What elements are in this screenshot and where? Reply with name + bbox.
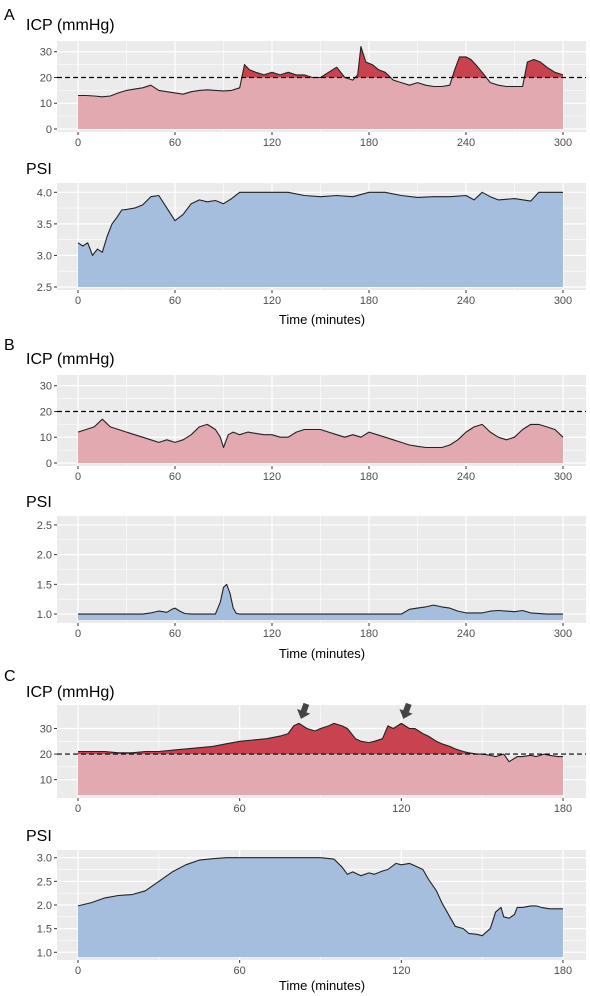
y-tick-label: 1.0: [37, 947, 52, 959]
y-tick-label: 2.0: [37, 550, 52, 562]
y-tick-label: 10: [40, 432, 52, 444]
y-tick-label: 1.0: [37, 609, 52, 621]
chart-title: ICP (mmHg): [26, 684, 115, 701]
x-tick-label: 60: [234, 965, 246, 977]
x-tick-label: 180: [360, 471, 378, 483]
x-tick-label: 0: [75, 295, 81, 307]
x-tick-label: 180: [554, 965, 572, 977]
chart-title: ICP (mmHg): [26, 351, 115, 368]
icp-above-threshold-area: [241, 46, 563, 78]
annotation-arrow-icon: [297, 702, 311, 719]
icp-above-threshold-area: [78, 723, 477, 755]
x-tick-label: 120: [263, 471, 281, 483]
x-tick-label: 120: [263, 628, 281, 640]
x-tick-label: 240: [457, 628, 475, 640]
icp-area: [78, 46, 563, 129]
chart-title: ICP (mmHg): [26, 17, 115, 34]
x-tick-label: 60: [169, 137, 181, 149]
panel-b-psi-chart: PSI 1.0 1.5 2.0 2.5 0 60 120 180 240 300: [26, 494, 586, 640]
y-tick-label: 2.5: [37, 876, 52, 888]
psi-area: [78, 192, 563, 287]
x-tick-label: 0: [75, 628, 81, 640]
chart-title: PSI: [26, 161, 52, 178]
y-tick-label: 2.5: [37, 520, 52, 532]
y-tick-label: 10: [40, 775, 52, 787]
y-tick-label: 30: [40, 47, 52, 59]
y-tick-label: 20: [40, 406, 52, 418]
panel-c-psi-chart: PSI 1.0 1.5 2.0 2.5 3.0 0 60 120 180: [26, 828, 586, 977]
icp-line: [77, 418, 564, 449]
y-tick-label: 3.5: [37, 219, 52, 231]
panel-a-x-axis-title: Time (minutes): [279, 312, 365, 327]
panel-c-x-axis-title: Time (minutes): [279, 978, 365, 993]
x-tick-label: 0: [75, 803, 81, 815]
x-tick-label: 300: [554, 137, 572, 149]
x-tick-label: 180: [554, 803, 572, 815]
y-tick-label: 20: [40, 749, 52, 761]
y-tick-label: 0: [46, 458, 52, 470]
chart-title: PSI: [26, 828, 52, 845]
x-tick-label: 60: [169, 628, 181, 640]
psi-area: [78, 584, 563, 620]
panel-letter-c: C: [4, 668, 16, 685]
x-tick-label: 0: [75, 965, 81, 977]
x-tick-label: 0: [75, 137, 81, 149]
panel-a-psi-chart: PSI 2.5 3.0 3.5 4.0 0 60 120 180 240 300: [26, 161, 586, 307]
y-tick-label: 30: [40, 723, 52, 735]
icp-area: [78, 723, 563, 795]
x-tick-label: 240: [457, 471, 475, 483]
annotation-arrow-icon: [399, 702, 413, 719]
icp-area: [78, 419, 563, 463]
panel-letter-b: B: [4, 337, 15, 354]
x-tick-label: 180: [360, 628, 378, 640]
psi-line: [77, 857, 563, 937]
x-tick-label: 60: [169, 471, 181, 483]
y-tick-label: 0: [46, 124, 52, 136]
y-tick-label: 3.0: [37, 250, 52, 262]
y-tick-label: 30: [40, 381, 52, 393]
x-tick-label: 60: [234, 803, 246, 815]
icp-line: [78, 46, 564, 98]
x-tick-label: 300: [554, 295, 572, 307]
x-tick-label: 300: [554, 471, 572, 483]
x-tick-label: 180: [360, 137, 378, 149]
psi-line: [78, 583, 563, 615]
x-tick-label: 60: [169, 295, 181, 307]
chart-title: PSI: [26, 494, 52, 511]
y-tick-label: 1.5: [37, 924, 52, 936]
psi-line: [77, 191, 563, 256]
x-tick-label: 120: [263, 137, 281, 149]
x-tick-label: 0: [75, 471, 81, 483]
panel-b-x-axis-title: Time (minutes): [279, 646, 365, 661]
x-tick-label: 240: [457, 295, 475, 307]
y-tick-label: 3.0: [37, 853, 52, 865]
x-tick-label: 240: [457, 137, 475, 149]
y-tick-label: 2.5: [37, 282, 52, 294]
y-tick-label: 10: [40, 98, 52, 110]
y-tick-label: 2.0: [37, 900, 52, 912]
y-tick-label: 4.0: [37, 187, 52, 199]
panel-c-icp-chart: ICP (mmHg) 10 20 30 0 60 120 180: [26, 684, 586, 815]
x-tick-label: 180: [360, 295, 378, 307]
psi-area: [78, 857, 563, 957]
y-tick-label: 1.5: [37, 579, 52, 591]
y-tick-label: 20: [40, 72, 52, 84]
x-tick-label: 120: [392, 965, 410, 977]
icp-line: [78, 722, 563, 763]
x-tick-label: 120: [263, 295, 281, 307]
x-tick-label: 120: [392, 803, 410, 815]
panel-letter-a: A: [4, 7, 15, 24]
x-tick-label: 300: [554, 628, 572, 640]
